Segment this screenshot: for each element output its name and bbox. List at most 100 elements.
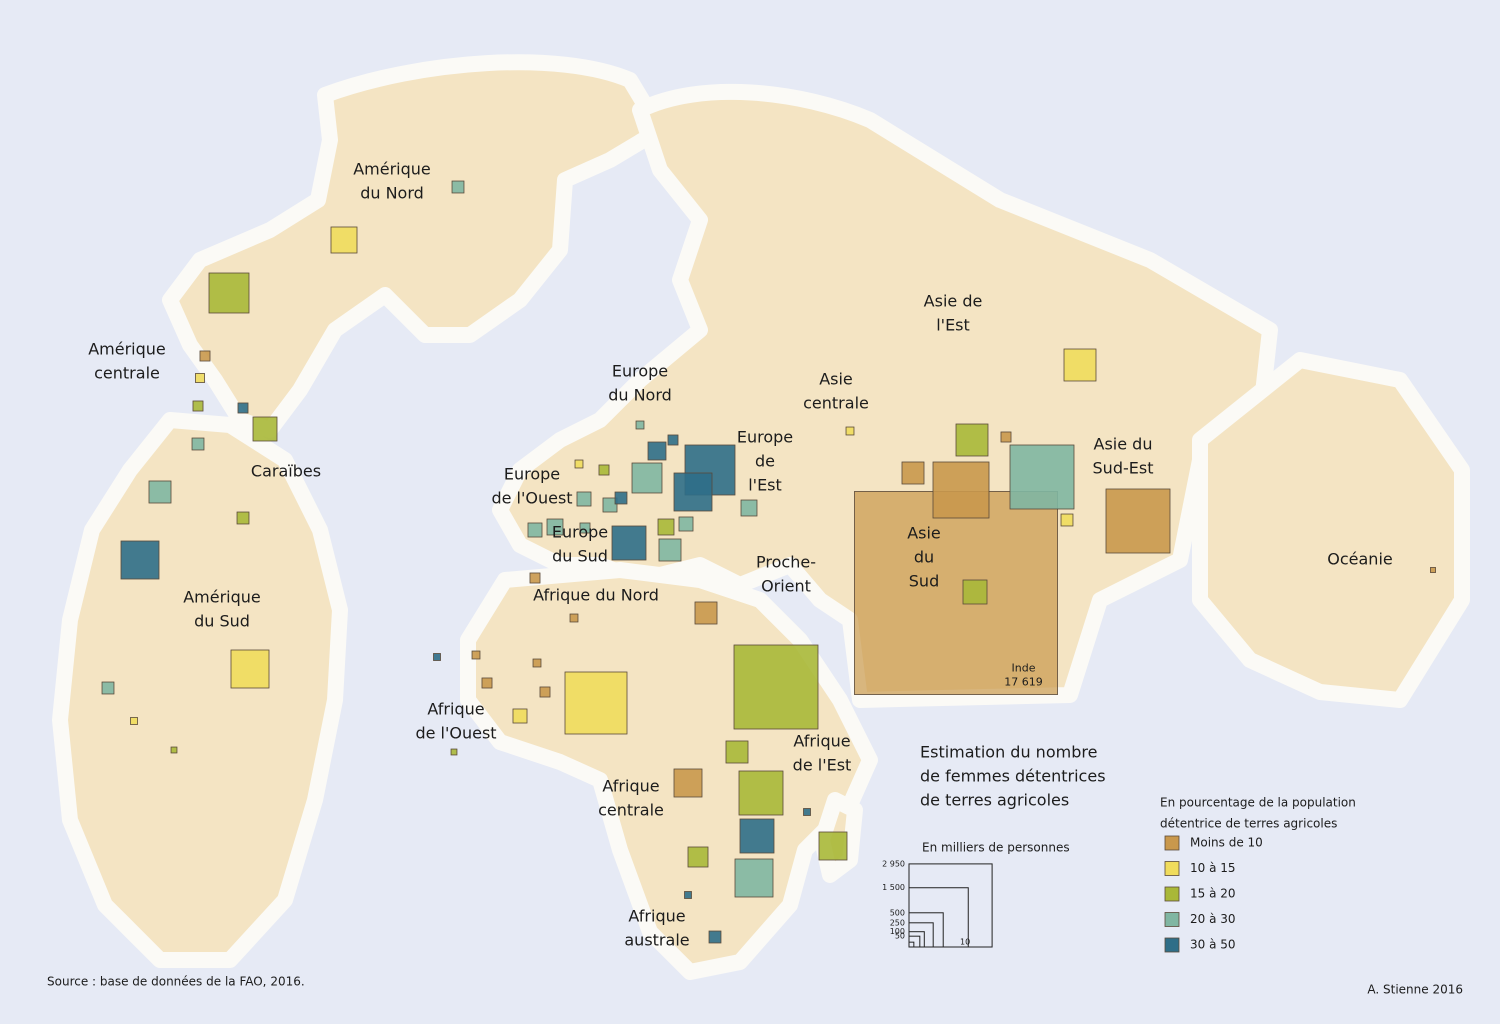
- region-label: Proche-: [756, 553, 816, 572]
- square: [658, 538, 682, 562]
- square: [1105, 488, 1171, 554]
- square: [101, 681, 115, 695]
- region-label: l'Est: [936, 316, 970, 335]
- square: [1000, 431, 1012, 443]
- square: [529, 572, 541, 584]
- square: [602, 497, 618, 513]
- square: [574, 459, 584, 469]
- class-label: 10 à 15: [1190, 861, 1236, 875]
- square: [236, 511, 250, 525]
- square: [569, 613, 579, 623]
- region-label: du Sud: [194, 612, 250, 631]
- region-label: Asie: [819, 370, 853, 389]
- class-swatch: [1164, 937, 1180, 953]
- square: [579, 522, 591, 534]
- square: [546, 518, 564, 536]
- size-legend-title: En milliers de personnes: [922, 841, 1070, 855]
- region-labels: Amérique du Nord Amérique centrale Caraïbes A…: [88, 160, 1393, 950]
- square: [673, 768, 703, 798]
- region-label: Europe: [552, 523, 608, 542]
- square: [647, 441, 667, 461]
- size-legend-label: 500: [890, 908, 905, 917]
- square: [564, 671, 628, 735]
- size-legend-label: 10: [960, 938, 970, 947]
- region-label: Europe: [612, 362, 668, 381]
- square: [657, 518, 675, 536]
- legend-title: Estimation du nombre: [920, 743, 1097, 762]
- region-label: Orient: [761, 577, 811, 596]
- region-label: Europe: [504, 465, 560, 484]
- region-label: Amérique: [88, 340, 166, 359]
- region-label: du Nord: [360, 184, 424, 203]
- square: [901, 461, 925, 485]
- square: [330, 226, 358, 254]
- region-label: australe: [624, 931, 689, 950]
- region-label: Sud-Est: [1093, 459, 1154, 478]
- source: Source : base de données de la FAO, 2016…: [47, 975, 305, 989]
- region-label: Asie de: [924, 292, 983, 311]
- legend-title: de femmes détentrices: [920, 767, 1106, 786]
- legend: Estimation du nombre de femmes détentrice…: [882, 743, 1356, 953]
- square: [684, 891, 692, 899]
- region-label: Asie: [907, 524, 941, 543]
- square: [708, 930, 722, 944]
- square: [673, 472, 713, 512]
- square: [734, 858, 774, 898]
- square: [694, 601, 718, 625]
- square: [1430, 567, 1436, 573]
- square: [818, 831, 848, 861]
- square: [433, 653, 441, 661]
- square: [614, 491, 628, 505]
- region-label: de l'Est: [793, 756, 852, 775]
- square: [208, 272, 250, 314]
- square: [687, 846, 709, 868]
- class-legend-title: détentrice de terres agricoles: [1160, 817, 1337, 831]
- square: [512, 708, 528, 724]
- region-label: du: [914, 548, 934, 567]
- square: [1063, 348, 1097, 382]
- region-label: de: [755, 452, 775, 471]
- region-label: de l'Ouest: [491, 489, 572, 508]
- region-label: Afrique: [628, 907, 685, 926]
- square: [738, 770, 784, 816]
- region-label: Afrique du Nord: [533, 586, 659, 605]
- square: [1009, 444, 1075, 510]
- region-label: de l'Ouest: [415, 724, 496, 743]
- square: [739, 818, 775, 854]
- square: [532, 658, 542, 668]
- square: [845, 426, 855, 436]
- region-label: Amérique: [183, 588, 261, 607]
- square: [481, 677, 493, 689]
- square: [631, 462, 663, 494]
- region-label: Sud: [909, 572, 939, 591]
- square: [148, 480, 172, 504]
- size-legend-label: 250: [890, 918, 905, 927]
- region-label: Amérique: [353, 160, 431, 179]
- square: [598, 464, 610, 476]
- class-swatch: [1164, 912, 1180, 927]
- region-label: Europe: [737, 428, 793, 447]
- square: [962, 579, 988, 605]
- class-swatch: [1164, 861, 1180, 876]
- square: [740, 499, 758, 517]
- square: [450, 748, 458, 756]
- square: [237, 402, 249, 414]
- region-label: centrale: [94, 364, 160, 383]
- square: [955, 423, 989, 457]
- square: [451, 180, 465, 194]
- square: [854, 491, 1058, 695]
- square: [539, 686, 551, 698]
- region-label: centrale: [803, 394, 869, 413]
- signature: A. Stienne 2016: [1367, 983, 1463, 997]
- square: [130, 717, 138, 725]
- size-legend-label: 2 950: [882, 859, 905, 868]
- square: [932, 461, 990, 519]
- region-label: l'Est: [748, 476, 782, 495]
- region-label: Asie du: [1094, 435, 1153, 454]
- square-label: Inde: [1012, 662, 1036, 675]
- square: [667, 434, 679, 446]
- square: [191, 437, 205, 451]
- region-label: du Sud: [552, 547, 608, 566]
- square: [120, 540, 160, 580]
